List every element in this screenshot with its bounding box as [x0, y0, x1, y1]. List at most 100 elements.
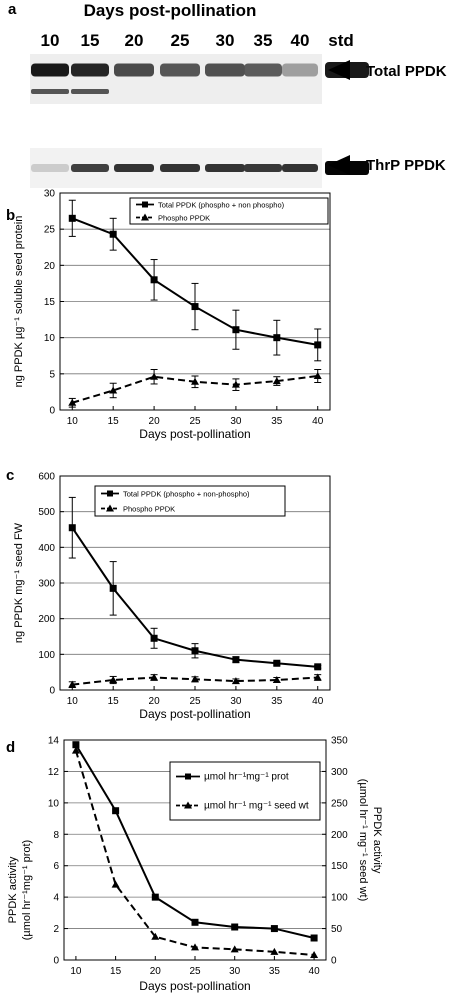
y-tick-label: 15: [44, 297, 56, 308]
y2-tick-label: 200: [331, 830, 348, 841]
blot-band-thrp: [114, 164, 154, 172]
x-tick-label: 30: [230, 696, 242, 707]
lane-label: 20: [125, 31, 144, 50]
y-tick-label: 20: [44, 261, 56, 272]
data-point-square: [150, 276, 158, 284]
blot-band-total: [71, 63, 109, 77]
data-point-triangle: [71, 746, 80, 754]
y-tick-label: 5: [49, 369, 55, 380]
lane-label: 40: [291, 31, 310, 50]
blot-band-total: [282, 63, 318, 77]
legend-label: µmol hr⁻¹ mg⁻¹ seed wt: [204, 801, 309, 812]
x-tick-label: 20: [150, 966, 162, 977]
y-tick-label: 10: [44, 333, 56, 344]
panel-b-label: b: [6, 207, 15, 224]
x-tick-label: 35: [271, 696, 283, 707]
data-point-square: [231, 923, 239, 931]
y-tick-label: 0: [49, 686, 55, 697]
data-point-square: [68, 214, 76, 222]
y2-tick-label: 350: [331, 736, 348, 747]
data-point-triangle: [231, 677, 240, 685]
x-tick-label: 40: [312, 416, 324, 427]
chart-d: 0 2 4 6 8 10 12 14 0 50 100 150 200 250 300 350 10 15 20 25…: [7, 736, 383, 994]
data-point-square: [273, 659, 281, 667]
blot-band-thrp: [160, 164, 200, 172]
y-tick-label: 0: [53, 956, 59, 967]
data-point-square: [314, 341, 322, 349]
blot-band-thrp: [71, 164, 109, 172]
legend-box: [169, 761, 321, 821]
panel-d-label: d: [6, 739, 15, 756]
lane-label: 15: [81, 31, 100, 50]
x-tick-label: 30: [229, 966, 241, 977]
y-tick-label: 100: [38, 650, 55, 661]
data-point-square: [68, 524, 76, 532]
chart-c: 0 100 200 300 400 500 600 10 15 20 25 30 35 40 Days po…: [13, 472, 331, 721]
data-point-triangle: [230, 945, 239, 953]
plot-frame: [59, 475, 331, 691]
blot-band-thrp: [244, 164, 282, 172]
x-tick-label: 15: [108, 696, 120, 707]
y-axis-label: ng PPDK µg⁻¹ soluble seed protein: [13, 216, 25, 388]
data-point-triangle: [231, 380, 240, 388]
data-point-square: [191, 303, 199, 311]
x-tick-label: 40: [312, 696, 324, 707]
legend-marker-triangle: [141, 213, 149, 221]
y-axis-label: PPDK activity: [7, 856, 19, 923]
y-tick-label: 2: [53, 924, 59, 935]
lane-label: std: [328, 31, 354, 50]
legend-label: Phospho PPDK: [123, 505, 175, 514]
data-point-triangle: [151, 932, 160, 940]
blot-band-total: [160, 63, 200, 77]
y2-axis-label: (µmol hr⁻¹ mg⁻¹ seed wt): [357, 779, 369, 901]
x-axis-label: Days post-pollination: [139, 979, 250, 993]
x-tick-label: 10: [67, 416, 79, 427]
legend-marker-triangle: [184, 801, 192, 809]
data-point-triangle: [313, 673, 322, 681]
x-axis-label: Days post-pollination: [139, 427, 250, 441]
legend-marker-square: [142, 201, 148, 208]
y-tick-label: 12: [48, 767, 60, 778]
x-tick-label: 30: [230, 416, 242, 427]
x-tick-label: 20: [149, 696, 161, 707]
blot-band-total: [244, 63, 282, 77]
legend-marker-square: [107, 490, 113, 497]
data-point-triangle: [109, 676, 118, 684]
y2-tick-label: 50: [331, 924, 343, 935]
arrow-total-icon: [328, 60, 350, 80]
legend-box: [94, 485, 286, 517]
data-point-square: [150, 634, 158, 642]
data-point-square: [314, 663, 322, 671]
blot-band-total: [31, 63, 69, 77]
data-point-square: [270, 925, 278, 933]
lane-label: 30: [216, 31, 235, 50]
lane-label: 25: [171, 31, 190, 50]
y2-tick-label: 100: [331, 893, 348, 904]
data-point-square: [72, 741, 80, 749]
y-tick-label: 400: [38, 543, 55, 554]
y-tick-label: 500: [38, 507, 55, 518]
x-tick-label: 15: [108, 416, 120, 427]
panel-c-label: c: [6, 467, 14, 484]
arrow-thrp-icon: [328, 155, 350, 175]
blot-label-thrp: ThrP PPDK: [366, 157, 446, 174]
lane-label: 35: [254, 31, 273, 50]
x-tick-label: 10: [67, 696, 79, 707]
y2-tick-label: 0: [331, 956, 337, 967]
blot-band-total: [114, 63, 154, 77]
blot-label-total: Total PPDK: [366, 63, 447, 80]
data-point-triangle: [150, 372, 159, 380]
y-tick-label: 0: [49, 406, 55, 417]
data-point-square: [112, 807, 120, 815]
y-axis-label: ng PPDK mg⁻¹ seed FW: [13, 522, 25, 643]
y-tick-label: 30: [44, 189, 56, 200]
y-tick-label: 300: [38, 579, 55, 590]
data-point-triangle: [191, 377, 199, 385]
x-tick-label: 25: [189, 966, 201, 977]
chart-b: 0 5 10 15 20 25 30 10 15 20 25 30 35 40 Days post-poll…: [13, 189, 331, 441]
y-tick-label: 14: [48, 736, 60, 747]
y-tick-label: 6: [53, 861, 59, 872]
blot-total-strip: [30, 54, 322, 104]
x-axis-label: Days post-pollination: [139, 707, 250, 721]
